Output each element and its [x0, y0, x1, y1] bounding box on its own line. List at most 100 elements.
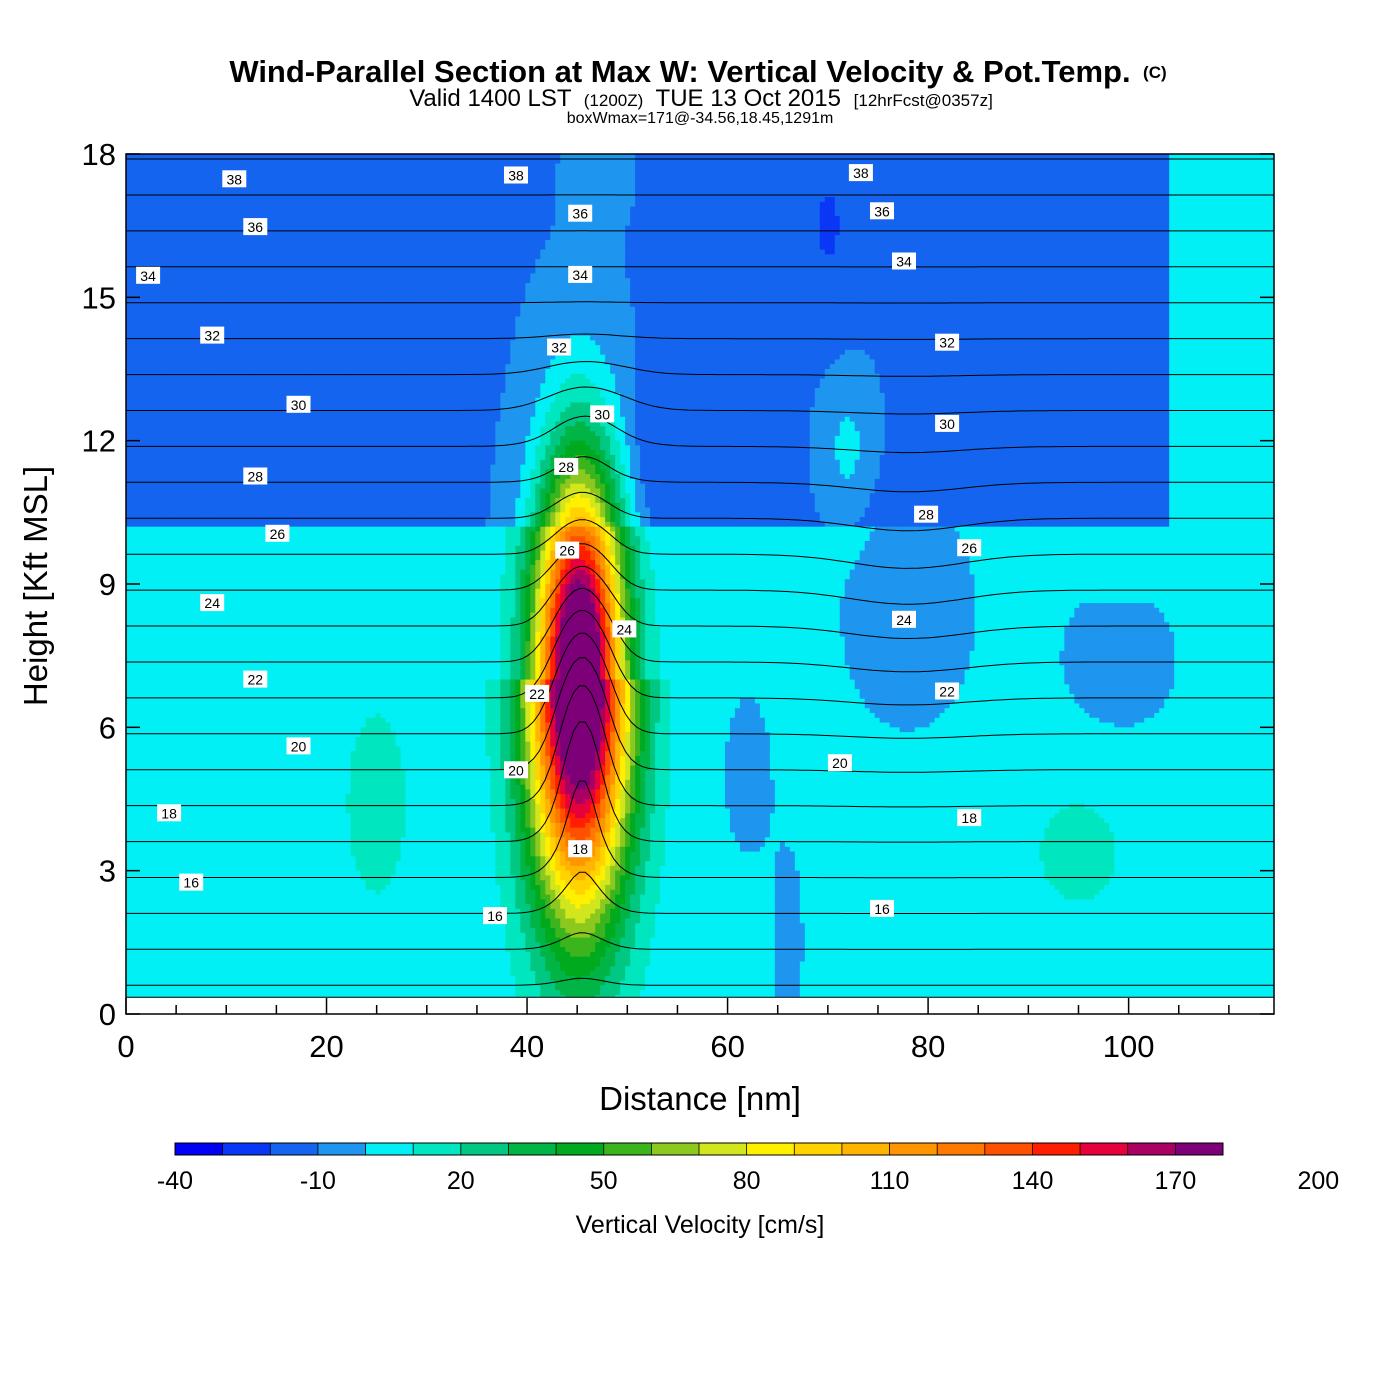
contour-label-text: 34 — [896, 254, 912, 270]
colorbar-swatch — [984, 1143, 1033, 1155]
contour-label-text: 20 — [508, 762, 524, 778]
contour-label: 38 — [848, 164, 873, 182]
chart-title-text: Wind-Parallel Section at Max W: Vertical… — [229, 54, 1130, 89]
contour-label-text: 18 — [572, 841, 588, 857]
subtitle-utc-time: (1200Z) — [584, 91, 644, 110]
contour-label-text: 26 — [559, 543, 575, 559]
colorbar-swatch — [1080, 1143, 1129, 1155]
contour-label-text: 16 — [183, 875, 199, 891]
colorbar-swatch — [270, 1143, 319, 1155]
y-tick-label: 0 — [99, 997, 116, 1032]
contour-label-text: 30 — [594, 406, 610, 422]
contour-label-text: 38 — [853, 165, 869, 181]
colorbar-tick-label: -10 — [300, 1167, 336, 1195]
svg-text:Wind-Parallel Section at Max W: Wind-Parallel Section at Max W: Vertical… — [229, 54, 1166, 89]
colorbar-title: Vertical Velocity [cm/s] — [576, 1211, 825, 1239]
copyright-mark: (C) — [1143, 63, 1167, 82]
colorbar-swatch — [746, 1143, 795, 1155]
contour-label: 24 — [892, 610, 916, 628]
x-tick-label: 20 — [309, 1029, 343, 1064]
contour-label-text: 20 — [832, 755, 848, 771]
colorbar-tick-label: 140 — [1012, 1167, 1054, 1195]
contour-label: 20 — [286, 737, 311, 755]
colorbar-swatch — [413, 1143, 462, 1155]
colorbar-tick-label: 50 — [590, 1167, 618, 1195]
y-tick-label: 15 — [82, 280, 116, 315]
contour-label: 34 — [892, 252, 916, 270]
contour-label-text: 16 — [874, 901, 890, 917]
y-tick-label: 12 — [82, 424, 116, 459]
contour-label-text: 32 — [551, 340, 567, 356]
contour-label-text: 36 — [248, 219, 264, 235]
contour-label: 18 — [157, 804, 182, 822]
velocity-field — [126, 154, 1274, 1014]
y-tick-label: 9 — [99, 567, 116, 602]
contour-label-text: 38 — [508, 168, 524, 184]
colorbar-swatch — [317, 1143, 366, 1155]
contour-label: 16 — [179, 873, 204, 891]
contour-label-text: 34 — [572, 267, 588, 283]
contour-label: 26 — [555, 541, 580, 559]
contour-label: 20 — [827, 754, 852, 772]
colorbar-swatch — [1127, 1143, 1176, 1155]
contour-label-text: 28 — [558, 459, 574, 475]
chart-subtitle: Valid 1400 LST (1200Z) TUE 13 Oct 2015 [… — [409, 85, 993, 127]
contour-label: 22 — [935, 682, 960, 700]
contour-label-text: 38 — [227, 171, 243, 187]
contour-label: 26 — [265, 524, 290, 542]
svg-text:Valid 1400 LST (1200Z): Valid 1400 LST (1200Z) TUE 13 Oct 2015 [… — [409, 85, 993, 112]
subtitle-date: TUE 13 Oct 2015 — [656, 85, 841, 112]
y-tick-label: 6 — [99, 710, 116, 745]
contour-label: 16 — [483, 907, 507, 925]
theta-contours — [126, 158, 1274, 986]
contour-label-text: 30 — [291, 397, 307, 413]
colorbar-swatch — [603, 1143, 652, 1155]
x-tick-label: 40 — [510, 1029, 544, 1064]
subtitle-box-wmax: boxWmax=171@-34.56,18.45,1291m — [567, 110, 834, 127]
subtitle-valid-time: Valid 1400 LST — [409, 85, 572, 112]
contour-label: 36 — [568, 204, 593, 222]
contour-label-text: 24 — [896, 612, 912, 628]
contour-label: 34 — [568, 265, 593, 283]
colorbar-tick-label: 20 — [447, 1167, 475, 1195]
chart-title: Wind-Parallel Section at Max W: Vertical… — [229, 54, 1166, 89]
colorbar-swatch — [365, 1143, 414, 1155]
y-tick-label: 18 — [82, 137, 116, 172]
colorbar-swatch — [651, 1143, 700, 1155]
colorbar-swatch — [460, 1143, 509, 1155]
contour-label-text: 36 — [874, 203, 890, 219]
colorbar-swatch — [937, 1143, 986, 1155]
contour-label: 22 — [525, 684, 550, 702]
colorbar-swatch — [222, 1143, 271, 1155]
contour-label: 30 — [935, 414, 960, 432]
contour-label: 36 — [870, 202, 894, 220]
contour-label: 28 — [914, 505, 939, 523]
contour-label: 16 — [870, 899, 894, 917]
contour-label: 18 — [957, 809, 982, 827]
contour-label-text: 32 — [939, 335, 955, 351]
contour-label: 32 — [200, 326, 225, 344]
contour-label-text: 16 — [487, 908, 503, 924]
contour-label-text: 22 — [248, 672, 264, 688]
colorbar-swatch — [841, 1143, 890, 1155]
x-tick-label: 80 — [911, 1029, 945, 1064]
contour-label: 18 — [568, 840, 593, 858]
contour-label-text: 26 — [961, 540, 977, 556]
colorbar-swatch — [1032, 1143, 1081, 1155]
contour-label: 26 — [957, 539, 982, 557]
x-tick-label: 60 — [710, 1029, 744, 1064]
contour-label: 34 — [136, 266, 161, 284]
contour-label: 28 — [243, 467, 268, 485]
contour-label-text: 28 — [248, 469, 264, 485]
contour-label-text: 36 — [572, 206, 588, 222]
subtitle-forecast-info: [12hrFcst@0357z] — [854, 91, 993, 110]
contour-label: 24 — [612, 620, 637, 638]
colorbar-tick-label: -40 — [157, 1167, 193, 1195]
contour-label: 32 — [935, 333, 960, 351]
colorbar: -40 -10 20 50 80 110 140 170 200 — [157, 1142, 1339, 1195]
colorbar-swatch — [508, 1143, 557, 1155]
y-axis-label: Height [Kft MSL] — [17, 466, 54, 706]
x-tick-label: 0 — [117, 1029, 134, 1064]
contour-label-text: 22 — [939, 684, 955, 700]
